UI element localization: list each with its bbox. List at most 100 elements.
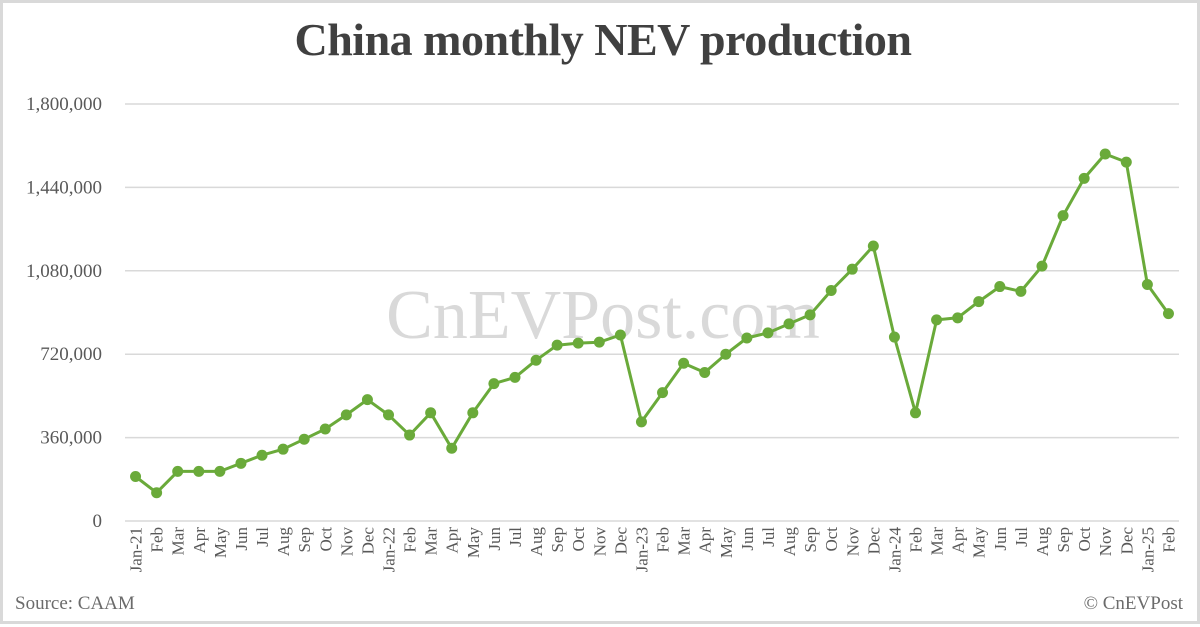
x-tick-label: Nov [1096,527,1115,557]
x-tick-label: Jun [991,527,1010,551]
data-point [804,309,816,321]
data-point [572,337,584,349]
data-point [256,449,268,461]
data-point [635,416,647,428]
data-point [973,296,985,308]
data-point [910,407,921,419]
x-tick-label: Jul [506,527,525,547]
x-tick-label: Jul [253,527,272,547]
data-point [699,367,711,379]
x-tick-label: Aug [780,527,799,557]
x-tick-label: Mar [675,527,694,556]
data-point [130,471,142,483]
data-point [193,465,205,477]
data-point [214,465,226,477]
data-point [404,429,416,441]
data-point [551,339,563,351]
x-axis-ticks: Jan-21 Feb Mar Apr May Jun Jul Aug Sep Oct Nov Dec J… [127,527,1179,573]
data-point [931,314,943,326]
y-axis-ticks: 0 360,000 720,000 1,080,000 1,440,000 1,800,0… [26,94,102,532]
x-tick-label: May [970,527,989,559]
x-tick-label: Jul [759,527,778,547]
x-tick-label: Mar [928,527,947,556]
data-point [172,465,184,477]
data-point [1141,278,1153,290]
data-point [614,329,626,341]
x-tick-label: Apr [949,527,968,554]
x-tick-label: Sep [801,527,820,553]
y-tick-label: 360,000 [40,428,102,449]
x-tick-label: Mar [422,527,441,556]
x-tick-label: Jun [485,527,504,551]
data-point [1162,308,1174,320]
x-tick-label: Jan-24 [885,527,904,573]
x-tick-label: May [211,527,230,559]
data-point [593,336,605,348]
data-point [1120,156,1132,168]
x-tick-label: Nov [337,527,356,557]
x-tick-label: Dec [611,527,630,555]
x-tick-label: Dec [864,527,883,555]
data-point [298,433,310,445]
x-tick-label: Dec [358,527,377,555]
data-point [1057,210,1069,222]
data-point [657,387,669,399]
copyright-note: © CnEVPost [1083,593,1183,614]
data-point [762,327,774,339]
x-tick-label: May [464,527,483,559]
y-tick-label: 1,440,000 [26,177,102,198]
x-tick-label: Feb [907,527,926,553]
x-tick-label: Dec [1117,527,1136,555]
x-tick-label: Nov [843,527,862,557]
x-tick-label: Oct [569,527,588,552]
data-point [741,332,753,344]
y-tick-label: 1,800,000 [26,94,102,115]
data-point [678,357,690,369]
chart-title: China monthly NEV production [294,14,912,65]
x-tick-label: Oct [822,527,841,552]
data-point [530,354,542,366]
y-tick-label: 0 [93,511,103,532]
x-tick-label: Jul [1012,527,1031,547]
data-point [1078,172,1090,184]
x-tick-label: Feb [401,527,420,553]
data-point [340,409,352,421]
data-markers [130,148,1174,499]
data-point [277,443,289,455]
x-tick-label: Jun [232,527,251,551]
data-point [446,442,458,454]
x-tick-label: Oct [1075,527,1094,552]
x-tick-label: Sep [548,527,567,553]
data-point [488,378,500,390]
data-point [994,281,1006,293]
x-tick-label: Jan-23 [632,527,651,572]
data-point [509,371,521,383]
x-tick-label: Feb [1159,527,1178,553]
x-tick-label: Apr [190,527,209,554]
x-tick-label: Aug [274,527,293,557]
line-chart: 0 360,000 720,000 1,080,000 1,440,000 1,800,0… [26,94,1179,573]
data-point [1015,285,1027,297]
data-point [720,348,732,360]
x-tick-label: Jan-21 [127,527,146,572]
x-tick-label: Apr [443,527,462,554]
x-tick-label: Sep [1054,527,1073,553]
data-point [1036,260,1048,272]
x-tick-label: Feb [148,527,167,553]
data-point [783,318,795,330]
x-tick-label: Feb [654,527,673,553]
x-tick-label: Jan-22 [380,527,399,572]
x-tick-label: Oct [316,527,335,552]
x-tick-label: Apr [696,527,715,554]
data-point [235,457,247,469]
data-point [467,407,479,419]
x-tick-label: Mar [169,527,188,556]
x-tick-label: Sep [295,527,314,553]
x-tick-label: Aug [1033,527,1052,557]
data-point [319,423,331,435]
x-tick-label: Jan-25 [1138,527,1157,572]
y-tick-label: 1,080,000 [26,261,102,282]
data-point [151,487,163,499]
data-point [846,263,858,275]
